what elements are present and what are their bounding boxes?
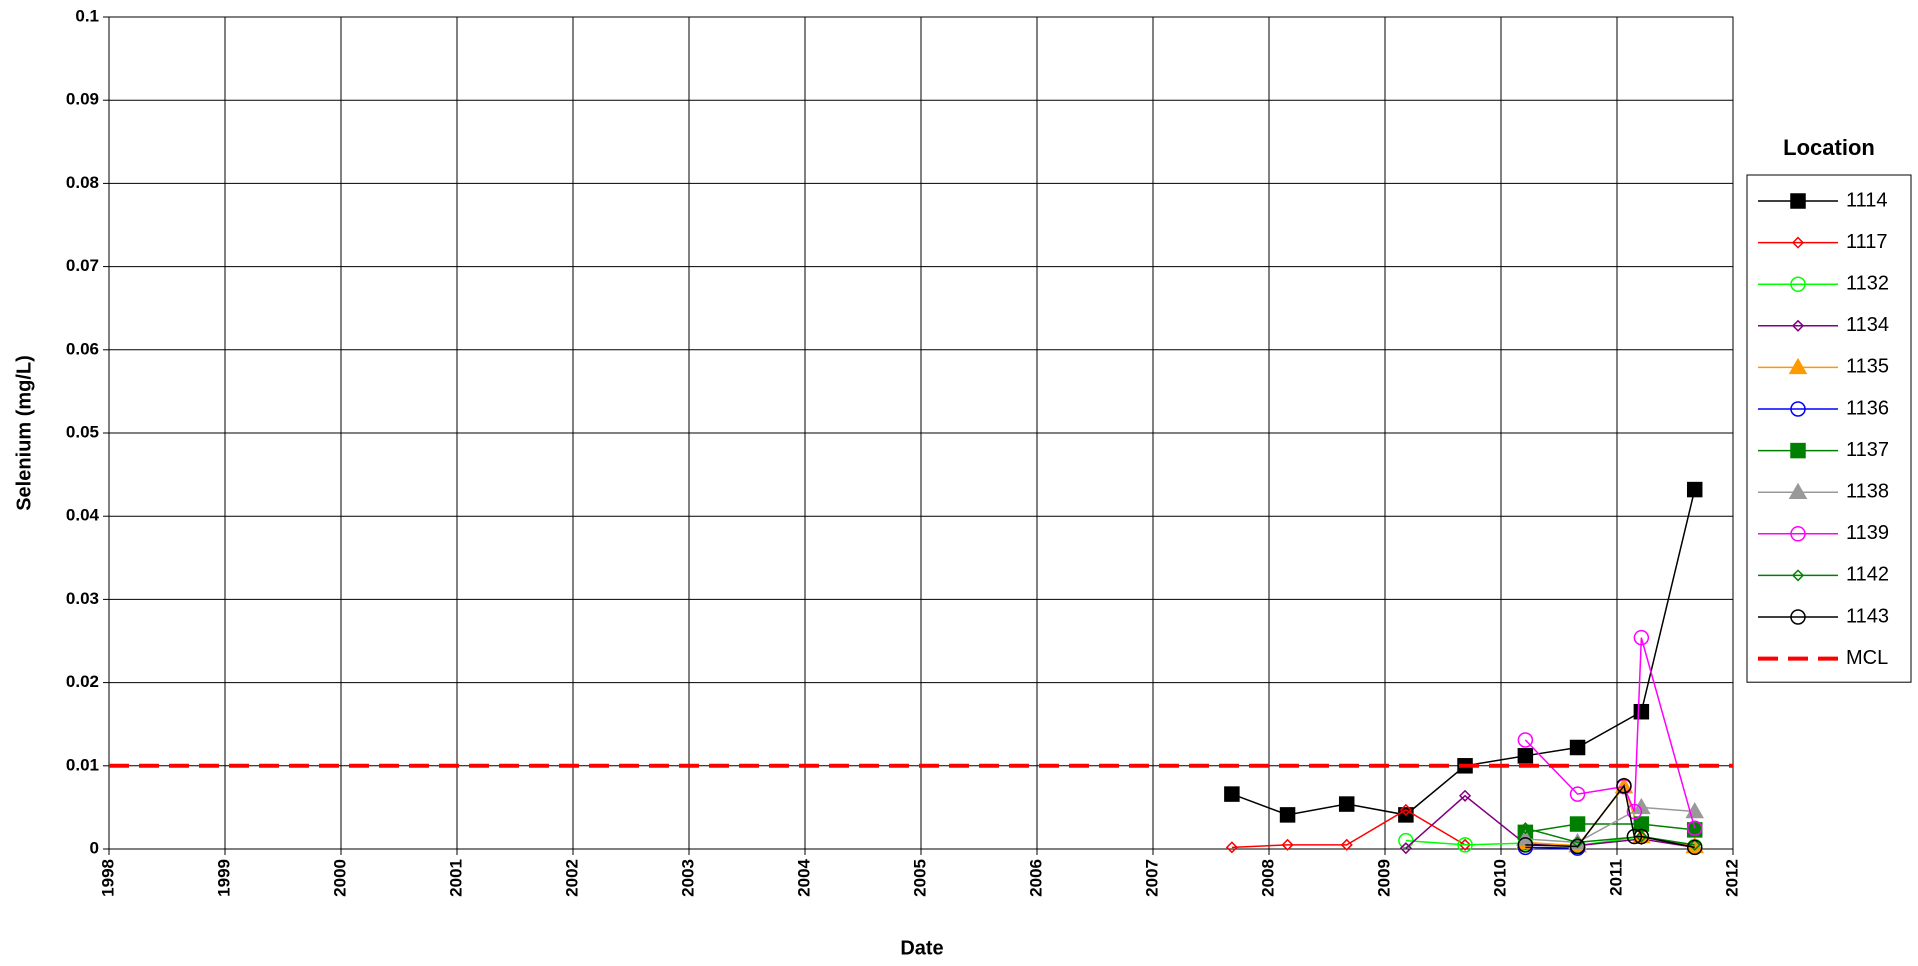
x-tick-label: 2009: [1374, 859, 1393, 897]
marker: [1569, 838, 1586, 855]
series-line: [1525, 806, 1695, 844]
marker: [1225, 841, 1238, 854]
marker: [1686, 820, 1703, 836]
marker: [1340, 838, 1353, 851]
legend-label: 1138: [1846, 480, 1889, 502]
marker: [1458, 838, 1472, 851]
y-tick-label: 0.1: [75, 6, 99, 25]
marker: [1788, 357, 1808, 375]
x-tick-label: 2008: [1258, 859, 1277, 897]
y-tick-label: 0.06: [66, 339, 99, 358]
legend-label: 1135: [1846, 356, 1889, 378]
marker: [1569, 786, 1586, 802]
x-tick-label: 2000: [330, 859, 349, 897]
x-tick-label: 2012: [1722, 859, 1741, 897]
x-tick-label: 2001: [446, 859, 465, 897]
marker: [1224, 786, 1240, 802]
legend-label: 1142: [1846, 564, 1889, 586]
marker: [1791, 319, 1805, 332]
legend-title: Location: [1783, 135, 1875, 160]
y-tick-label: 0.08: [66, 173, 99, 192]
legend-label: 1134: [1846, 314, 1889, 336]
series-line: [1405, 794, 1695, 849]
marker: [1399, 842, 1412, 855]
legend-label: 1117: [1846, 231, 1888, 253]
y-tick-label: 0.03: [66, 589, 99, 608]
series-line: [1231, 809, 1466, 849]
marker: [1790, 609, 1806, 625]
series-line: [1525, 784, 1695, 849]
marker: [1281, 838, 1294, 851]
marker: [1626, 828, 1643, 845]
x-tick-label: 2011: [1606, 859, 1625, 896]
y-tick-label: 0.09: [66, 90, 99, 109]
marker: [1790, 442, 1806, 459]
marker: [1686, 839, 1703, 856]
marker: [1633, 828, 1650, 845]
legend-label: 1132: [1846, 272, 1889, 294]
x-tick-label: 1999: [214, 859, 233, 897]
x-tick-label: 2006: [1026, 859, 1045, 897]
marker: [1338, 796, 1355, 812]
marker: [1790, 193, 1806, 209]
x-tick-label: 2007: [1142, 859, 1161, 897]
series-line: [1524, 637, 1696, 829]
legend-label: MCL: [1846, 647, 1888, 669]
marker: [1517, 837, 1534, 853]
x-tick-label: 1998: [98, 859, 117, 897]
marker: [1688, 838, 1701, 851]
x-tick-label: 2004: [794, 858, 813, 896]
marker: [1635, 830, 1648, 843]
marker: [1626, 803, 1643, 820]
marker: [1569, 816, 1586, 832]
marker: [1686, 481, 1703, 498]
marker: [1519, 822, 1532, 835]
x-tick-label: 2010: [1490, 859, 1509, 897]
legend-box: [1746, 174, 1912, 683]
marker: [1616, 778, 1632, 794]
marker: [1399, 803, 1412, 816]
marker: [1517, 732, 1534, 748]
marker: [1790, 276, 1806, 292]
y-axis-label: Selenium (mg/L): [13, 355, 35, 511]
series-line: [1525, 846, 1578, 849]
y-tick-label: 0.05: [66, 422, 99, 441]
legend-label: 1143: [1846, 605, 1889, 627]
y-tick-label: 0.01: [66, 755, 99, 774]
marker: [1791, 236, 1805, 249]
y-tick-label: 0.04: [66, 506, 100, 525]
y-tick-label: 0.07: [66, 256, 99, 275]
marker: [1791, 569, 1805, 582]
x-tick-label: 2003: [678, 859, 697, 897]
marker: [1458, 789, 1472, 802]
legend-label: 1114: [1846, 189, 1888, 211]
marker: [1790, 401, 1806, 417]
marker: [1457, 837, 1473, 853]
y-tick-label: 0.02: [66, 672, 99, 691]
marker: [1517, 748, 1534, 764]
marker: [1569, 739, 1586, 756]
x-tick-label: 2005: [910, 859, 929, 897]
series-line: [1525, 827, 1695, 846]
x-axis-label: Date: [900, 937, 943, 959]
y-tick-label: 0: [90, 838, 99, 857]
marker: [1279, 807, 1296, 823]
legend-label: 1136: [1846, 397, 1889, 419]
marker: [1633, 703, 1650, 720]
legend-label: 1139: [1846, 522, 1889, 544]
marker: [1633, 629, 1650, 646]
x-tick-label: 2002: [562, 859, 581, 897]
legend-label: 1137: [1846, 439, 1889, 461]
marker: [1790, 526, 1806, 542]
marker: [1788, 482, 1808, 499]
